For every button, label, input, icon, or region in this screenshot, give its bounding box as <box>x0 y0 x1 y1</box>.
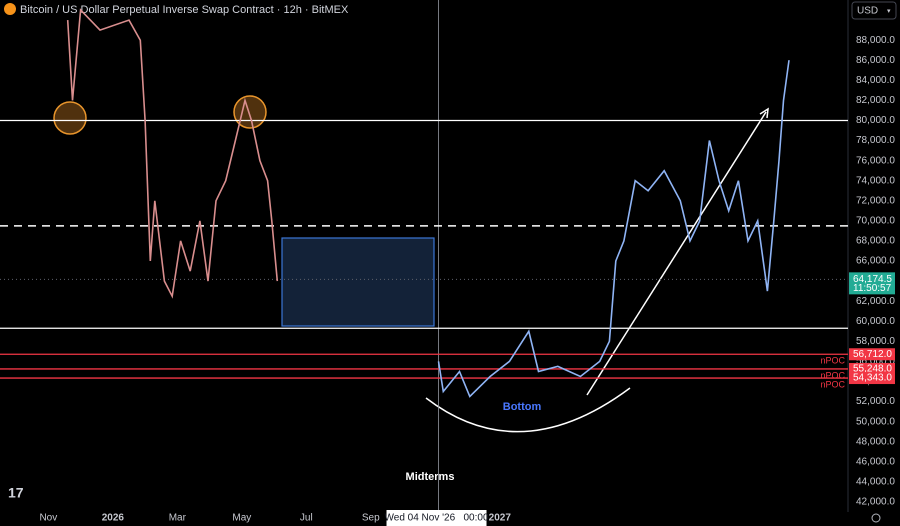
x-tick-label: Jul <box>300 513 313 524</box>
price-line <box>66 8 279 299</box>
level-name: nPOC <box>820 370 845 380</box>
annotation: Midterms <box>406 471 455 483</box>
y-tick-label: 88,000.0 <box>856 35 895 46</box>
coin-icon <box>4 3 16 15</box>
level-marker <box>849 348 895 361</box>
y-tick-label: 78,000.0 <box>856 135 895 146</box>
crosshair-label: Wed 04 Nov '26 00:00 <box>385 513 489 524</box>
y-tick-label: 52,000.0 <box>856 396 895 407</box>
y-tick-label: 50,000.0 <box>856 416 895 427</box>
y-tick-label: 62,000.0 <box>856 296 895 307</box>
y-tick-label: 70,000.0 <box>856 216 895 227</box>
level-marker <box>849 372 895 385</box>
level-marker <box>849 362 895 375</box>
x-tick-label: May <box>232 513 251 524</box>
x-tick-label: 2026 <box>102 513 125 524</box>
countdown: 11:50:57 <box>853 283 892 294</box>
y-tick-label: 86,000.0 <box>856 55 895 66</box>
y-tick-label: 48,000.0 <box>856 436 895 447</box>
last-price-label: 64,174.5 <box>853 274 892 285</box>
trend-arrow <box>586 111 767 396</box>
x-tick-label: 2027 <box>489 513 512 524</box>
y-tick-label: 46,000.0 <box>856 456 895 467</box>
dropdown-caret[interactable]: ▾ <box>887 8 891 15</box>
x-tick-label: Mar <box>169 513 187 524</box>
y-tick-label: 58,000.0 <box>856 336 895 347</box>
zone-box <box>281 237 435 327</box>
currency-select[interactable] <box>851 1 897 20</box>
level-marker-label: 55,248.0 <box>853 364 892 375</box>
y-tick-label: 80,000.0 <box>856 115 895 126</box>
level-name: nPOC <box>820 356 845 366</box>
annotation: Bottom <box>503 401 542 413</box>
y-tick-label: 76,000.0 <box>856 155 895 166</box>
price-line <box>437 60 790 398</box>
last-price-marker <box>849 272 895 295</box>
y-tick-label: 72,000.0 <box>856 195 895 206</box>
y-tick-label: 74,000.0 <box>856 175 895 186</box>
highlight-circle <box>53 101 87 135</box>
crosshair-box <box>386 510 487 526</box>
y-tick-label: 82,000.0 <box>856 95 895 106</box>
y-tick-label: 56,000.0 <box>856 356 895 367</box>
level-name: nPOC <box>820 379 845 389</box>
arrow-head <box>759 107 769 119</box>
level-marker-label: 54,343.0 <box>853 373 892 384</box>
currency[interactable]: USD <box>857 6 878 17</box>
settings-icon[interactable] <box>871 513 881 523</box>
x-tick-label: Nov <box>39 513 57 524</box>
y-tick-label: 66,000.0 <box>856 256 895 267</box>
y-tick-label: 44,000.0 <box>856 477 895 488</box>
bottom-arc <box>425 387 631 433</box>
y-tick-label: 42,000.0 <box>856 497 895 508</box>
y-tick-label: 68,000.0 <box>856 236 895 247</box>
x-tick-label: Sep <box>362 513 380 524</box>
level-marker-label: 56,712.0 <box>853 349 892 360</box>
y-tick-label: 84,000.0 <box>856 75 895 86</box>
y-tick-label: 60,000.0 <box>856 316 895 327</box>
logo: 17 <box>8 485 24 501</box>
chart-title: Bitcoin / US Dollar Perpetual Inverse Sw… <box>20 4 349 16</box>
